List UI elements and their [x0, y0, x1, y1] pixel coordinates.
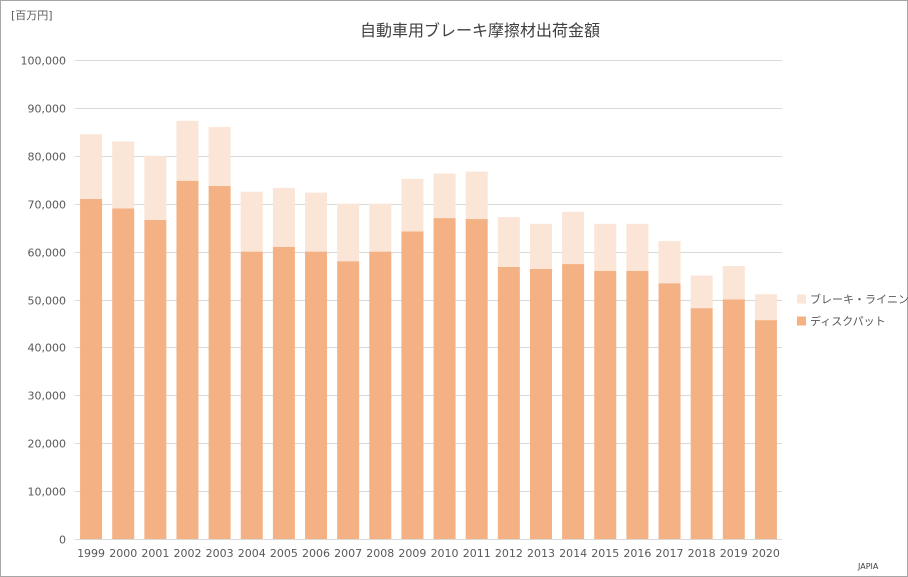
bar-segment-disc-pad: [80, 198, 103, 539]
bar-segment-brake-lining: [497, 217, 520, 267]
bar-segment-disc-pad: [305, 251, 328, 539]
x-tick-label: 2008: [366, 547, 394, 560]
bar-segment-disc-pad: [658, 283, 681, 539]
x-tick-label: 2001: [141, 547, 169, 560]
bar-segment-disc-pad: [754, 320, 777, 539]
y-tick-label: 50,000: [28, 295, 67, 308]
legend-label: ディスクパット: [810, 314, 886, 328]
bar-segment-brake-lining: [433, 173, 456, 219]
bar-segment-disc-pad: [465, 219, 488, 539]
bar-segment-brake-lining: [337, 203, 360, 262]
bar-segment-brake-lining: [80, 134, 103, 199]
x-tick-label: 2003: [206, 547, 234, 560]
x-axis-labels: 1999 2000 2001 2002 2003 2004 2005 2006 2007 2008…: [77, 547, 780, 560]
y-tick-label: 20,000: [28, 438, 67, 451]
bar-segment-disc-pad: [401, 231, 424, 539]
bar-segment-brake-lining: [465, 171, 488, 220]
x-tick-label: 2002: [173, 547, 201, 560]
bar-segment-brake-lining: [272, 187, 295, 247]
x-tick-label: 2010: [431, 547, 459, 560]
bar-segment-disc-pad: [112, 208, 135, 540]
bar-segment-disc-pad: [626, 270, 649, 539]
y-tick-label: 30,000: [28, 390, 67, 403]
x-tick-label: 2000: [109, 547, 137, 560]
source-label: JAPIA: [857, 562, 879, 571]
legend-swatch: [797, 316, 806, 326]
x-tick-label: 2014: [559, 547, 587, 560]
bar-segment-disc-pad: [176, 180, 199, 539]
bar-segment-brake-lining: [369, 203, 392, 252]
bar-segment-disc-pad: [722, 299, 745, 539]
bar-segment-brake-lining: [305, 192, 328, 252]
x-tick-label: 2018: [688, 547, 716, 560]
x-tick-label: 2004: [238, 547, 266, 560]
bar-segment-brake-lining: [626, 223, 649, 271]
bar-segment-disc-pad: [433, 218, 456, 539]
x-tick-label: 1999: [77, 547, 105, 560]
bar-segment-disc-pad: [369, 251, 392, 539]
y-tick-label: 0: [59, 534, 66, 547]
bar-segment-disc-pad: [529, 268, 552, 539]
bar-segment-brake-lining: [208, 127, 231, 186]
y-tick-label: 90,000: [28, 103, 67, 116]
bar-segment-disc-pad: [594, 270, 617, 539]
x-tick-label: 2005: [270, 547, 298, 560]
bars: [80, 120, 777, 540]
bar-segment-brake-lining: [112, 141, 135, 209]
bar-segment-disc-pad: [240, 251, 263, 539]
bar-segment-disc-pad: [337, 261, 360, 539]
bar-segment-brake-lining: [754, 294, 777, 321]
bar-segment-disc-pad: [144, 219, 167, 539]
x-tick-label: 2013: [527, 547, 555, 560]
bar-segment-brake-lining: [144, 155, 167, 220]
bar-segment-disc-pad: [272, 246, 295, 539]
x-tick-label: 2019: [720, 547, 748, 560]
bar-segment-disc-pad: [690, 308, 713, 539]
bar-segment-brake-lining: [658, 241, 681, 284]
legend-swatch: [797, 294, 806, 304]
bar-segment-brake-lining: [722, 265, 745, 300]
x-tick-label: 2017: [656, 547, 684, 560]
x-tick-label: 2009: [398, 547, 426, 560]
unit-label: [百万円]: [11, 9, 53, 22]
x-tick-label: 2011: [463, 547, 491, 560]
bar-segment-brake-lining: [690, 275, 713, 309]
x-tick-label: 2020: [752, 547, 780, 560]
y-tick-label: 100,000: [21, 55, 67, 68]
y-tick-label: 40,000: [28, 342, 67, 355]
bar-segment-brake-lining: [176, 120, 199, 181]
legend: ブレーキ・ライニングディスクパット: [797, 292, 908, 328]
x-tick-label: 2007: [334, 547, 362, 560]
x-tick-label: 2006: [302, 547, 330, 560]
bar-segment-brake-lining: [240, 191, 263, 252]
y-tick-label: 60,000: [28, 247, 67, 260]
bar-segment-brake-lining: [401, 178, 424, 232]
y-tick-label: 70,000: [28, 199, 67, 212]
chart-title: 自動車用ブレーキ摩擦材出荷金額: [360, 21, 600, 40]
y-tick-label: 10,000: [28, 486, 67, 499]
y-tick-label: 80,000: [28, 151, 67, 164]
bar-segment-brake-lining: [594, 223, 617, 271]
bar-segment-disc-pad: [208, 185, 231, 540]
legend-label: ブレーキ・ライニング: [810, 292, 908, 306]
bar-segment-disc-pad: [562, 264, 585, 539]
bar-segment-brake-lining: [529, 223, 552, 269]
bar-segment-disc-pad: [497, 266, 520, 539]
x-tick-label: 2015: [591, 547, 619, 560]
x-tick-label: 2012: [495, 547, 523, 560]
y-axis-labels: 0 10,000 20,000 30,000 40,000 50,000 60,000 70,…: [21, 55, 67, 547]
x-tick-label: 2016: [623, 547, 651, 560]
bar-segment-brake-lining: [562, 211, 585, 265]
